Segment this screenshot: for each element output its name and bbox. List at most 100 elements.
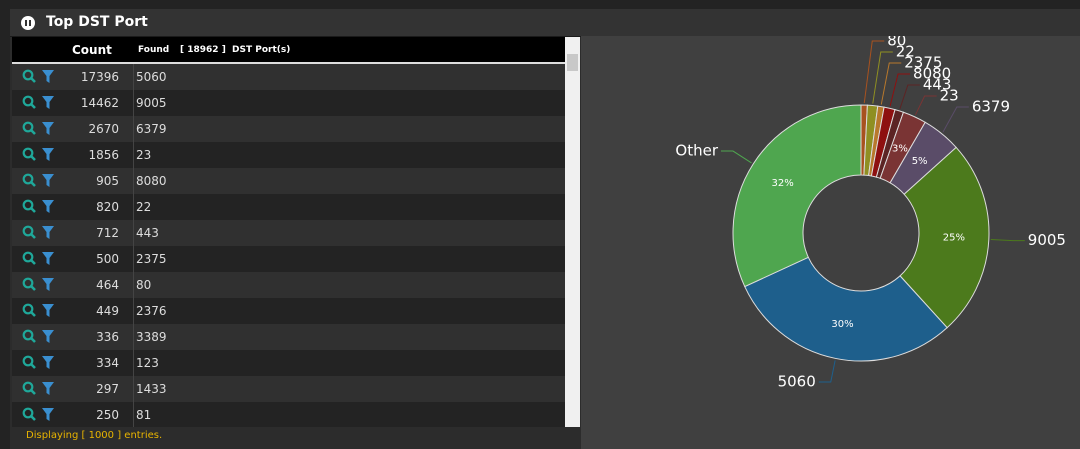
leader-line (863, 40, 885, 104)
search-icon[interactable] (22, 121, 36, 135)
port-cell: 1433 (136, 382, 167, 396)
table-row[interactable]: 820 22 (12, 194, 565, 220)
row-actions (22, 199, 54, 213)
filter-icon[interactable] (42, 70, 54, 83)
row-actions (22, 173, 54, 187)
slice-label: Other (675, 142, 718, 160)
slice-label: 8080 (913, 65, 951, 83)
leader-line (818, 360, 836, 383)
row-actions (22, 329, 54, 343)
search-icon[interactable] (22, 407, 36, 421)
table-row[interactable]: 250 81 (12, 402, 565, 427)
slice-label: 23 (940, 87, 959, 105)
filter-icon[interactable] (42, 304, 54, 317)
leader-line (720, 150, 752, 164)
count-cell: 464 (96, 278, 119, 292)
scrollbar[interactable] (565, 37, 580, 427)
table-row[interactable]: 449 2376 (12, 298, 565, 324)
filter-icon[interactable] (42, 330, 54, 343)
column-header[interactable]: Count (72, 43, 112, 57)
filter-icon[interactable] (42, 148, 54, 161)
port-cell: 8080 (136, 174, 167, 188)
port-cell: 6379 (136, 122, 167, 136)
slice-label: 2375 (904, 54, 942, 72)
filter-icon[interactable] (42, 174, 54, 187)
table-row[interactable]: 336 3389 (12, 324, 565, 350)
row-actions (22, 95, 54, 109)
table: Count Found [ 18962 ] DST Port(s) 17396 5… (12, 37, 565, 427)
donut-slice (744, 256, 948, 362)
filter-icon[interactable] (42, 122, 54, 135)
filter-icon[interactable] (42, 252, 54, 265)
search-icon[interactable] (22, 303, 36, 317)
percent-label: 25% (943, 233, 965, 244)
search-icon[interactable] (22, 147, 36, 161)
filter-icon[interactable] (42, 226, 54, 239)
table-row[interactable]: 17396 5060 (12, 64, 565, 90)
filter-icon[interactable] (42, 408, 54, 421)
port-cell: 3389 (136, 330, 167, 344)
search-icon[interactable] (22, 329, 36, 343)
footer-text: Displaying [ 1000 ] entries. (26, 430, 163, 441)
count-cell: 250 (96, 408, 119, 422)
search-icon[interactable] (22, 199, 36, 213)
table-row[interactable]: 334 123 (12, 350, 565, 376)
table-row[interactable]: 464 80 (12, 272, 565, 298)
table-row[interactable]: 500 2375 (12, 246, 565, 272)
row-actions (22, 407, 54, 421)
search-icon[interactable] (22, 381, 36, 395)
search-icon[interactable] (22, 225, 36, 239)
percent-label: 3% (892, 144, 908, 155)
count-cell: 1856 (88, 148, 119, 162)
count-cell: 17396 (80, 70, 119, 84)
table-header: Count Found [ 18962 ] DST Port(s) (12, 37, 565, 64)
column-header[interactable]: Found (138, 45, 170, 55)
filter-icon[interactable] (42, 382, 54, 395)
filter-icon[interactable] (42, 200, 54, 213)
port-cell: 9005 (136, 96, 167, 110)
table-row[interactable]: 905 8080 (12, 168, 565, 194)
count-cell: 14462 (80, 96, 119, 110)
table-row[interactable]: 14462 9005 (12, 90, 565, 116)
slice-label: 6379 (972, 98, 1010, 116)
table-row[interactable]: 297 1433 (12, 376, 565, 402)
slice-label: 443 (923, 76, 952, 94)
search-icon[interactable] (22, 277, 36, 291)
leader-line (942, 106, 969, 133)
search-icon[interactable] (22, 69, 36, 83)
column-header[interactable]: DST Port(s) (232, 45, 291, 55)
port-cell: 22 (136, 200, 152, 214)
percent-label: 5% (912, 156, 928, 167)
search-icon[interactable] (22, 251, 36, 265)
search-icon[interactable] (22, 173, 36, 187)
table-row[interactable]: 1856 23 (12, 142, 565, 168)
port-cell: 443 (136, 226, 159, 240)
panel-title: Top DST Port (46, 14, 148, 30)
search-icon[interactable] (22, 95, 36, 109)
leader-line (872, 51, 893, 104)
leader-line (880, 62, 902, 105)
row-actions (22, 303, 54, 317)
filter-icon[interactable] (42, 278, 54, 291)
row-actions (22, 381, 54, 395)
scroll-thumb[interactable] (567, 54, 578, 71)
table-row[interactable]: 712 443 (12, 220, 565, 246)
pause-icon[interactable] (21, 16, 35, 30)
donut-slice (899, 146, 990, 329)
filter-icon[interactable] (42, 96, 54, 109)
row-actions (22, 69, 54, 83)
port-cell: 2376 (136, 304, 167, 318)
donut-slice (732, 104, 862, 288)
leader-line (899, 84, 920, 110)
slice-label: 22 (896, 43, 915, 61)
panel-header: Top DST Port (10, 9, 1080, 37)
count-cell: 336 (96, 330, 119, 344)
filter-icon[interactable] (42, 356, 54, 369)
row-actions (22, 225, 54, 239)
table-row[interactable]: 2670 6379 (12, 116, 565, 142)
search-icon[interactable] (22, 355, 36, 369)
row-actions (22, 121, 54, 135)
count-cell: 905 (96, 174, 119, 188)
